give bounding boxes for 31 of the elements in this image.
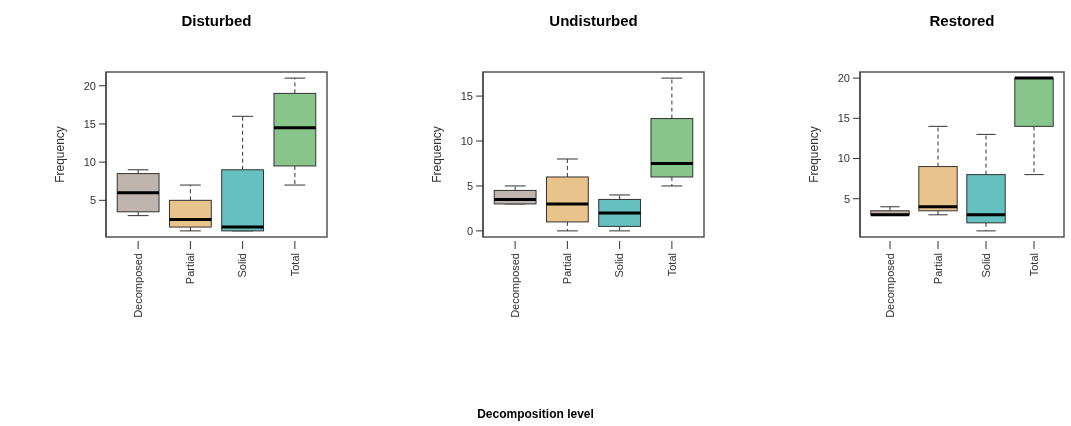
y-tick-label: 10	[460, 134, 473, 147]
y-tick-label: 15	[837, 112, 850, 125]
y-axis-title: Frequency	[53, 126, 67, 183]
x-axis-title: Decomposition level	[477, 407, 594, 421]
x-tick-label: Decomposed	[883, 253, 896, 318]
x-tick-label: Partial	[931, 253, 944, 285]
y-axis-title: Frequency	[430, 126, 444, 183]
y-tick-label: 15	[460, 89, 473, 102]
chart-title: Disturbed	[181, 12, 252, 29]
x-tick-label: Total	[665, 253, 678, 277]
y-tick-label: 15	[83, 117, 96, 130]
y-tick-label: 10	[83, 155, 96, 168]
x-tick-label: Partial	[561, 253, 574, 285]
y-tick-label: 10	[837, 152, 850, 165]
y-tick-label: 20	[837, 71, 850, 84]
y-tick-label: 5	[466, 179, 473, 192]
x-tick-label: Total	[1027, 253, 1040, 277]
chart-title: Restored	[929, 12, 995, 29]
x-tick-label: Solid	[236, 253, 249, 278]
y-tick-label: 5	[843, 192, 850, 205]
y-tick-label: 20	[83, 79, 96, 92]
x-tick-label: Total	[288, 253, 301, 277]
x-tick-label: Solid	[613, 253, 626, 278]
x-tick-label: Decomposed	[508, 253, 521, 318]
x-tick-label: Decomposed	[131, 253, 144, 318]
y-tick-label: 5	[89, 194, 96, 207]
x-tick-label: Partial	[184, 253, 197, 285]
x-tick-label: Solid	[979, 253, 992, 278]
y-axis-title: Frequency	[807, 126, 821, 183]
chart-title: Undisturbed	[549, 12, 638, 29]
y-tick-label: 0	[466, 224, 473, 237]
